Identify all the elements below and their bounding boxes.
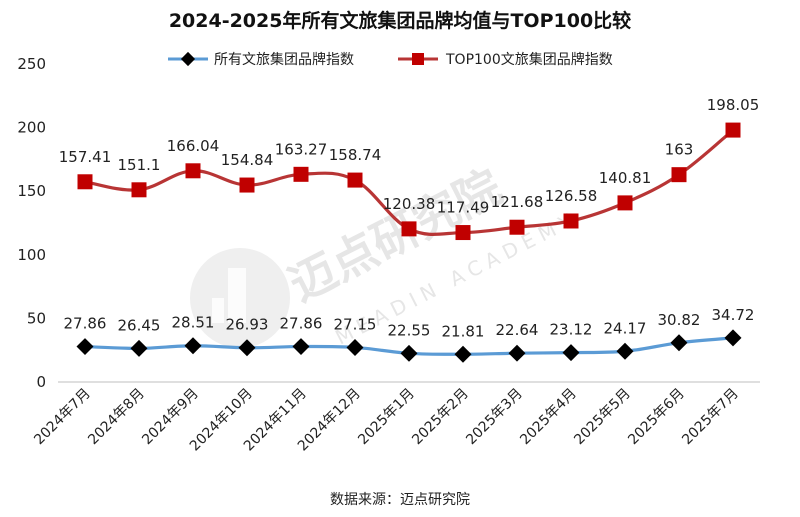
x-axis: 2024年7月2024年8月2024年9月2024年10月2024年11月202… — [31, 381, 760, 454]
data-label: 121.68 — [491, 193, 544, 211]
series-top100 — [77, 122, 741, 241]
x-tick-label: 2024年8月 — [85, 386, 148, 449]
data-label: 30.82 — [658, 311, 701, 329]
data-point — [347, 172, 363, 188]
data-label: 22.55 — [388, 321, 431, 339]
x-tick-label: 2025年1月 — [355, 386, 418, 449]
data-point — [509, 219, 525, 235]
data-label: 34.72 — [712, 306, 755, 324]
data-label: 28.51 — [172, 314, 215, 332]
legend-item-all: 所有文旅集团品牌指数 — [168, 51, 354, 68]
legend-square-icon — [412, 53, 424, 65]
data-label: 158.74 — [329, 146, 382, 164]
legend-label-all: 所有文旅集团品牌指数 — [214, 51, 354, 68]
y-tick-label: 150 — [17, 182, 46, 200]
legend-label-top100: TOP100文旅集团品牌指数 — [445, 51, 613, 68]
data-label: 21.81 — [442, 322, 485, 340]
data-point — [724, 329, 742, 347]
data-label: 22.64 — [496, 321, 539, 339]
data-point — [130, 339, 148, 357]
data-label: 151.1 — [118, 156, 161, 174]
series-layer — [76, 122, 742, 363]
data-label: 166.04 — [167, 137, 220, 155]
x-tick-label: 2025年2月 — [409, 386, 472, 449]
data-point — [455, 225, 471, 241]
legend-item-top100: TOP100文旅集团品牌指数 — [398, 51, 613, 68]
data-label: 26.93 — [226, 316, 269, 334]
data-point — [293, 166, 309, 182]
y-tick-label: 200 — [17, 119, 46, 137]
data-point — [617, 195, 633, 211]
data-point — [563, 213, 579, 229]
data-label: 157.41 — [59, 148, 112, 166]
x-tick-label: 2025年6月 — [625, 386, 688, 449]
data-labels: 27.86 26.45 28.51 26.93 27.86 27.15 22.55 21.81… — [59, 96, 760, 340]
data-point — [616, 342, 634, 360]
data-point — [185, 163, 201, 179]
series-all — [76, 329, 742, 363]
data-label: 27.86 — [64, 315, 107, 333]
data-label: 23.12 — [550, 321, 593, 339]
data-label: 26.45 — [118, 316, 161, 334]
data-label: 198.05 — [707, 96, 760, 114]
x-tick-label: 2025年5月 — [571, 386, 634, 449]
x-tick-label: 2025年3月 — [463, 386, 526, 449]
data-label: 27.15 — [334, 315, 377, 333]
y-tick-label: 250 — [17, 55, 46, 73]
data-label: 126.58 — [545, 187, 598, 205]
data-point — [239, 177, 255, 193]
data-point — [454, 345, 472, 363]
watermark-logo — [190, 248, 290, 348]
data-point — [401, 221, 417, 237]
data-point — [292, 338, 310, 356]
data-point — [671, 167, 687, 183]
data-point — [184, 337, 202, 355]
data-label: 163.27 — [275, 140, 328, 158]
legend: 所有文旅集团品牌指数 TOP100文旅集团品牌指数 — [168, 51, 613, 68]
source-note: 数据来源：迈点研究院 — [330, 492, 470, 508]
data-point — [346, 338, 364, 356]
data-point — [725, 122, 741, 138]
x-tick-label: 2025年4月 — [517, 386, 580, 449]
data-label: 117.49 — [437, 199, 490, 217]
data-point — [670, 334, 688, 352]
data-label: 140.81 — [599, 169, 652, 187]
data-point — [400, 344, 418, 362]
y-axis: 0 50 100 150 200 250 — [17, 55, 46, 391]
legend-diamond-icon — [180, 51, 196, 67]
watermark-text: 迈点研究院 — [280, 159, 509, 312]
data-point — [131, 182, 147, 198]
data-point — [562, 344, 580, 362]
data-label: 27.86 — [280, 315, 323, 333]
data-point — [508, 344, 526, 362]
data-point — [76, 338, 94, 356]
chart-title: 2024-2025年所有文旅集团品牌均值与TOP100比较 — [169, 9, 631, 32]
data-point — [77, 174, 93, 190]
y-tick-label: 50 — [27, 309, 46, 327]
data-label: 154.84 — [221, 151, 274, 169]
y-tick-label: 0 — [36, 373, 46, 391]
data-point — [238, 339, 256, 357]
x-tick-label: 2025年7月 — [679, 386, 742, 449]
data-label: 163 — [665, 141, 694, 159]
data-label: 24.17 — [604, 319, 647, 337]
x-tick-label: 2024年7月 — [31, 386, 94, 449]
y-tick-label: 100 — [17, 246, 46, 264]
data-label: 120.38 — [383, 195, 436, 213]
